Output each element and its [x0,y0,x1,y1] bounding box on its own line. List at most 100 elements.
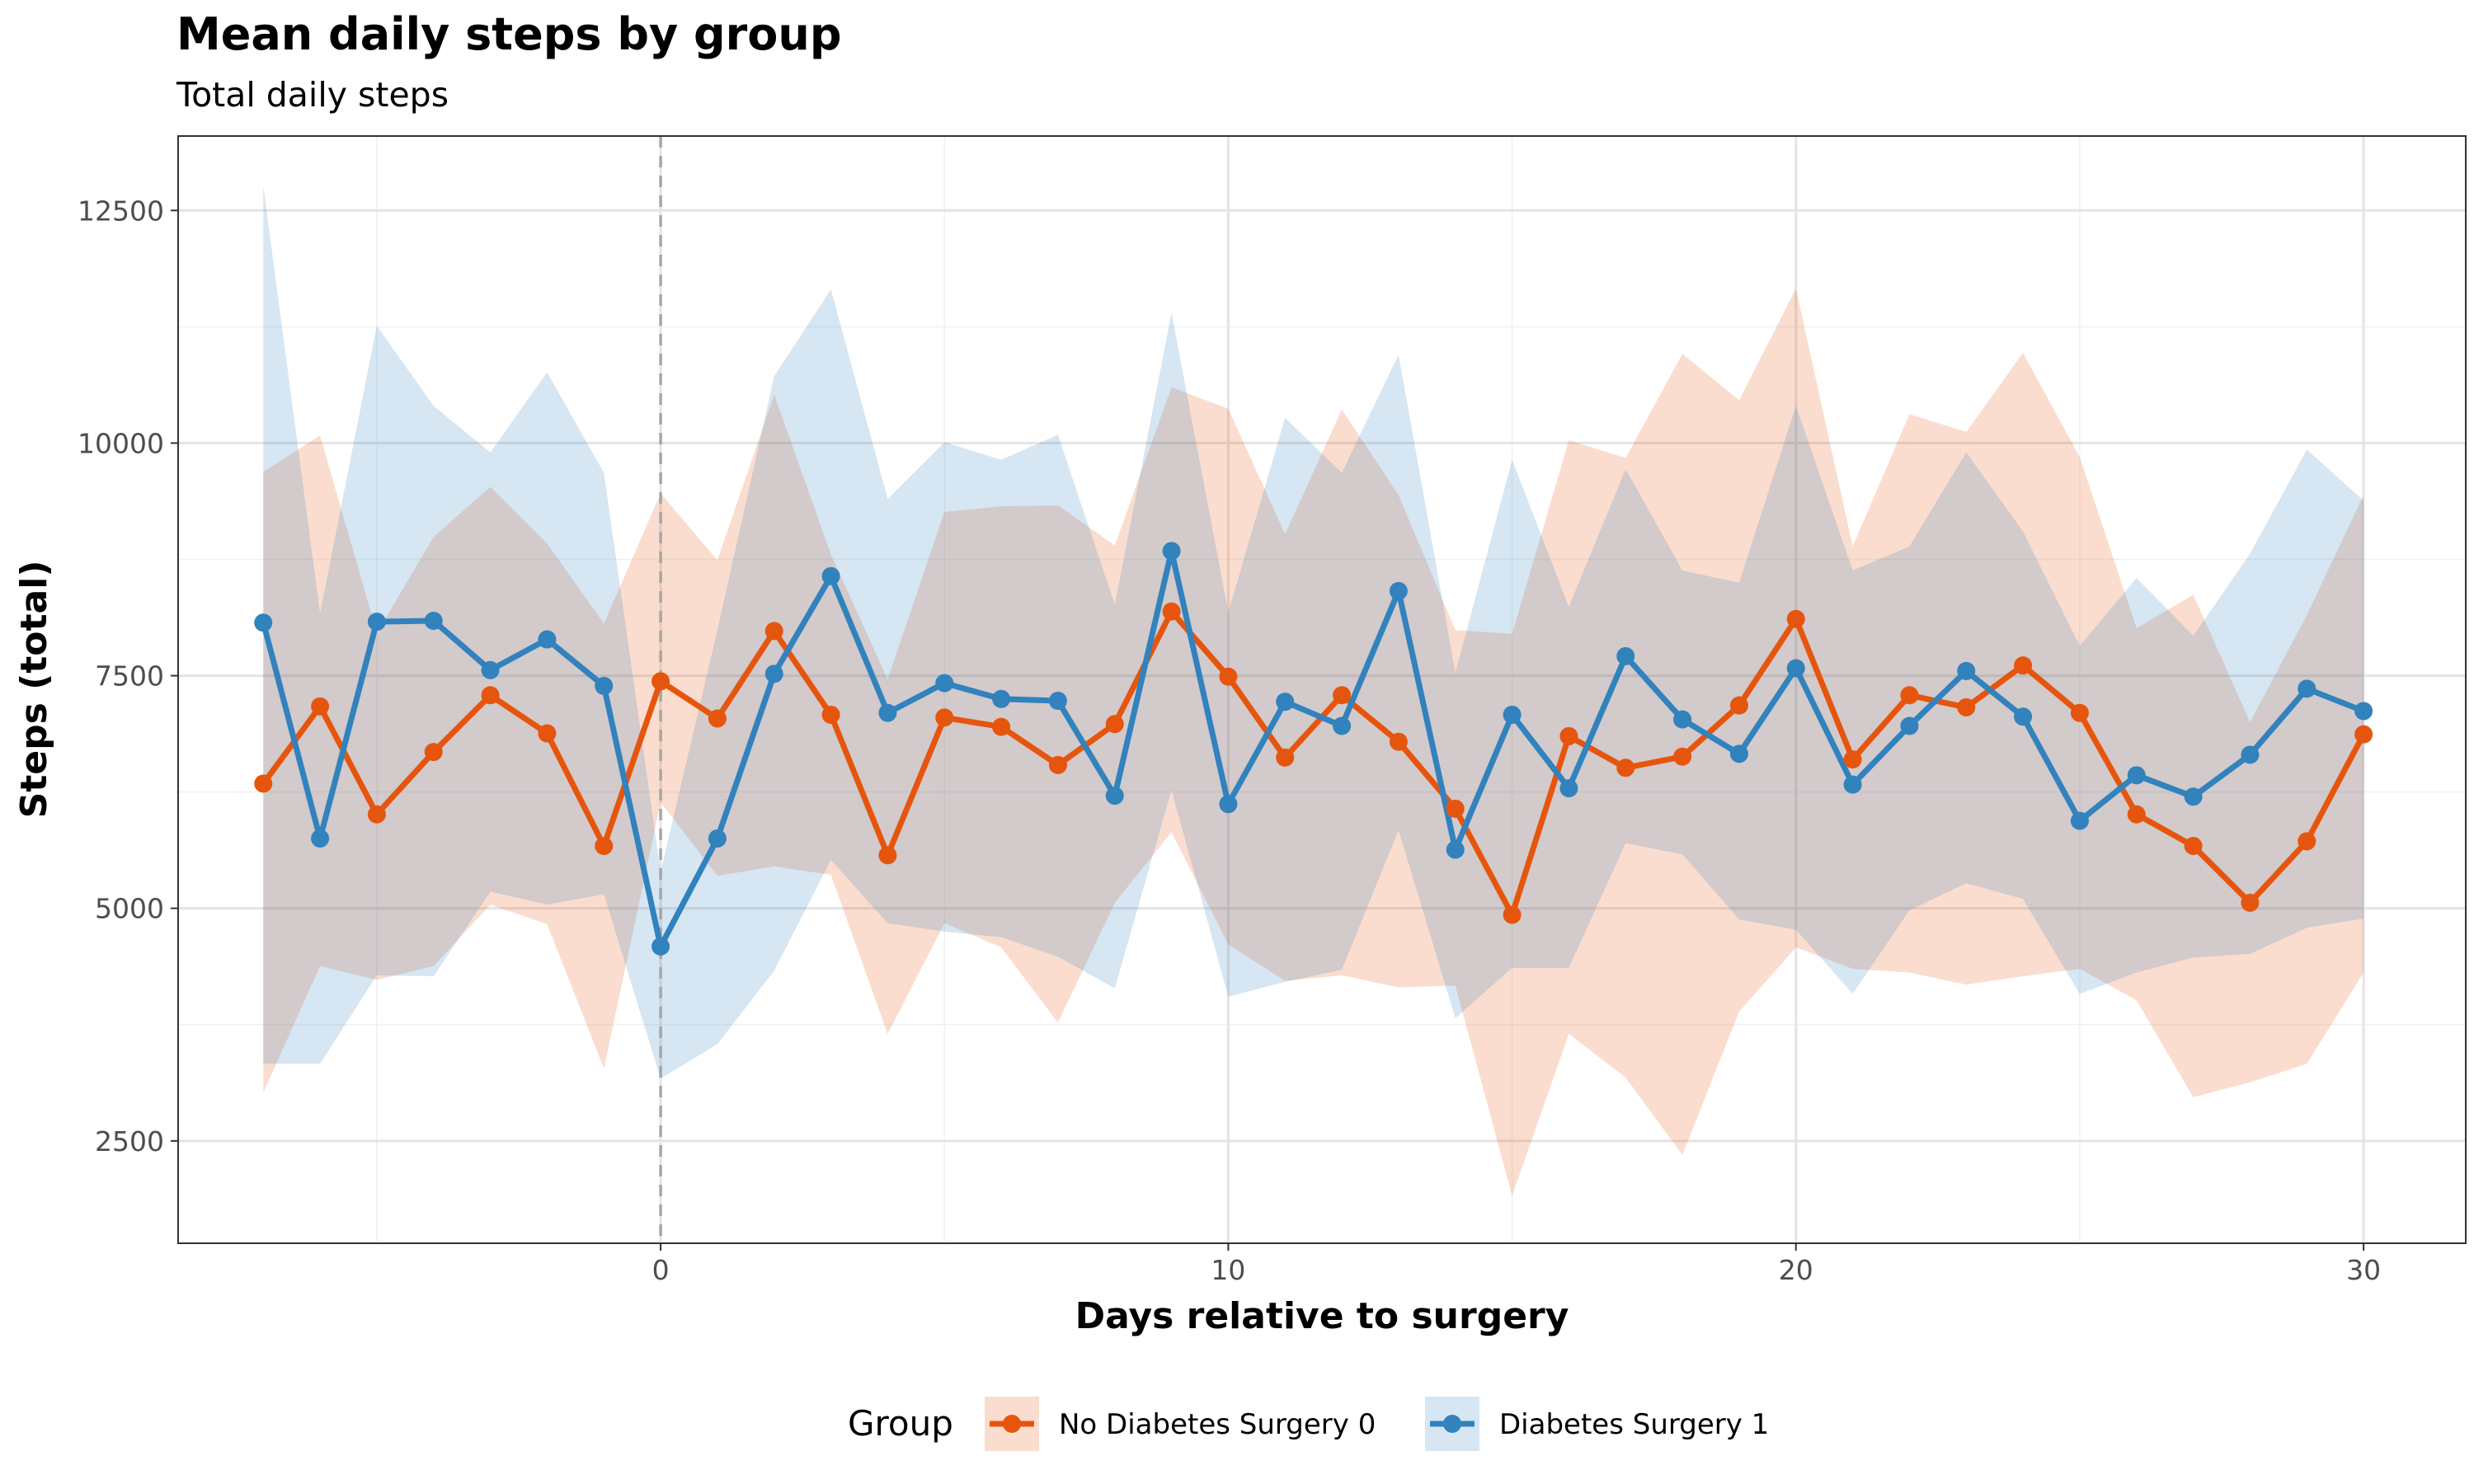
point-series-1 [1729,696,1748,715]
point-series-2 [481,660,500,679]
point-series-2 [1105,787,1124,805]
point-series-1 [1389,732,1408,751]
point-series-2 [992,689,1011,708]
point-series-1 [2354,725,2373,744]
legend-label-2: Diabetes Surgery 1 [1499,1408,1769,1441]
point-series-1 [821,705,840,724]
point-series-1 [992,717,1011,736]
point-series-1 [1673,747,1692,766]
point-series-1 [764,622,783,641]
point-series-1 [481,686,500,705]
point-series-2 [254,613,273,632]
series-points [254,542,2373,956]
point-series-2 [311,829,330,848]
point-series-2 [1843,775,1862,794]
series-lines [260,547,2367,950]
line-series-2 [260,547,2367,950]
x-axis-ticks: 0 10 20 30 [652,1243,2381,1286]
chart-title: Mean daily steps by group [176,8,841,60]
point-series-2 [1729,744,1748,763]
point-series-1 [2184,837,2203,856]
point-series-2 [1616,646,1635,665]
point-series-1 [311,697,330,716]
point-series-1 [651,672,670,691]
x-tick-label: 20 [1779,1254,1813,1286]
point-series-1 [1333,686,1352,705]
point-series-2 [2354,702,2373,721]
point-series-2 [1559,779,1578,798]
point-series-2 [1219,795,1238,814]
y-tick-label: 10000 [78,427,164,459]
x-axis-title: Days relative to surgery [1075,1295,1569,1337]
point-series-1 [1276,748,1295,767]
point-series-2 [1957,661,1976,680]
point-series-2 [1162,542,1181,561]
point-series-1 [2127,805,2146,824]
point-series-1 [1786,609,1805,628]
y-axis-ticks: 2500 5000 7500 10000 12500 [78,195,178,1158]
point-series-2 [821,566,840,585]
point-series-2 [2241,745,2260,764]
point-series-1 [2014,656,2033,675]
y-tick-label: 12500 [78,195,164,227]
point-series-2 [1446,840,1465,859]
y-tick-label: 7500 [95,660,164,693]
point-series-1 [1105,715,1124,734]
legend-key-point-1 [1003,1415,1021,1433]
point-series-2 [2127,766,2146,785]
x-tick-label: 0 [652,1254,670,1286]
point-series-1 [595,837,614,856]
legend-items: No Diabetes Surgery 0 Diabetes Surgery 1 [985,1397,1769,1451]
point-series-1 [935,708,954,727]
point-series-1 [1219,667,1238,686]
chart-subtitle: Total daily steps [176,75,449,115]
point-series-2 [2014,707,2033,726]
x-tick-label: 30 [2346,1254,2381,1286]
point-series-1 [2070,703,2089,722]
point-series-1 [424,743,443,762]
point-series-2 [1673,710,1692,729]
legend-title: Group [848,1403,953,1444]
point-series-1 [1503,905,1522,924]
point-series-2 [651,937,670,956]
point-series-2 [1389,581,1408,600]
point-series-1 [1843,750,1862,769]
y-axis-title: Steps (total) [13,561,55,819]
point-series-2 [1276,693,1295,711]
point-series-1 [367,805,386,824]
point-series-1 [538,724,557,743]
y-tick-label: 2500 [95,1125,164,1158]
point-series-2 [2070,811,2089,830]
point-series-2 [708,829,727,848]
point-series-2 [2184,787,2203,806]
point-series-1 [1900,686,1919,705]
legend-key-point-2 [1443,1415,1461,1433]
plot-panel-border [177,135,2467,1244]
point-series-2 [1900,716,1919,735]
point-series-1 [1048,755,1067,774]
point-series-2 [764,665,783,683]
point-series-2 [878,703,897,722]
point-series-2 [1786,659,1805,678]
point-series-1 [254,774,273,793]
point-series-1 [2241,893,2260,912]
point-series-1 [878,846,897,865]
ribbon-series-2 [263,186,2364,1079]
ribbon-series-1 [263,289,2364,1196]
legend: Group No Diabetes Surgery 0 Diabetes Surg… [848,1397,1769,1451]
point-series-2 [595,676,614,695]
point-series-2 [935,674,954,693]
x-tick-label: 10 [1211,1254,1245,1286]
point-series-2 [1503,705,1522,724]
confidence-ribbons [263,186,2364,1196]
legend-label-1: No Diabetes Surgery 0 [1059,1408,1376,1441]
point-series-1 [708,709,727,728]
point-series-1 [1162,602,1181,621]
point-series-2 [424,611,443,630]
line-series-1 [260,608,2367,918]
point-series-2 [1333,716,1352,735]
point-series-2 [2298,679,2316,698]
point-series-2 [538,630,557,649]
